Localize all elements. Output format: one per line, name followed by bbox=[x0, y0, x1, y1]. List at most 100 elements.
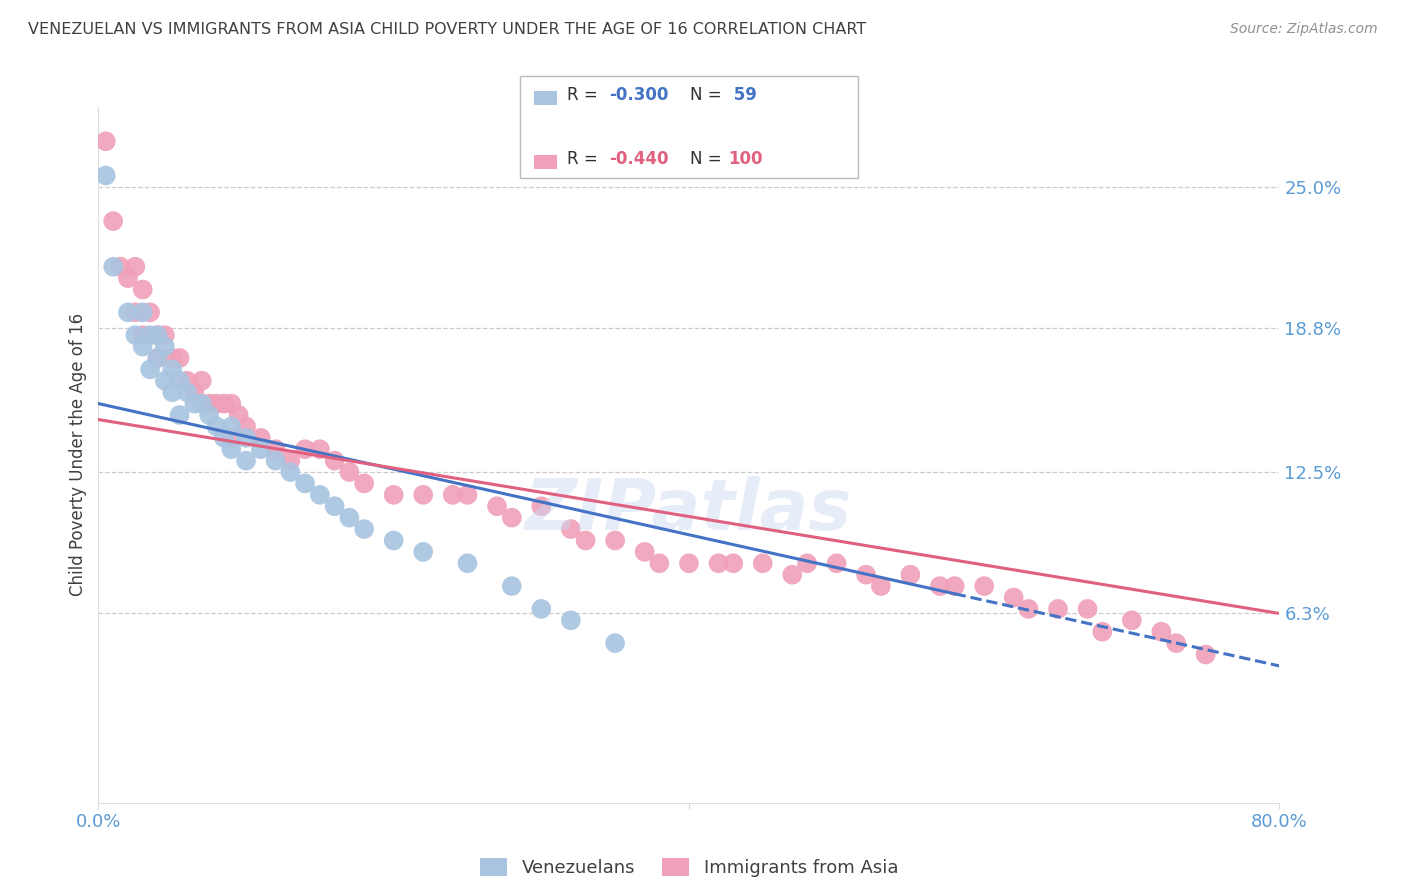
Point bbox=[132, 305, 155, 319]
Point bbox=[382, 488, 405, 502]
Point bbox=[219, 396, 242, 410]
Point bbox=[353, 522, 375, 536]
Text: -0.440: -0.440 bbox=[609, 150, 668, 168]
Text: VENEZUELAN VS IMMIGRANTS FROM ASIA CHILD POVERTY UNDER THE AGE OF 16 CORRELATION: VENEZUELAN VS IMMIGRANTS FROM ASIA CHILD… bbox=[28, 22, 866, 37]
Point bbox=[146, 351, 169, 365]
Point bbox=[574, 533, 596, 548]
Point bbox=[501, 579, 523, 593]
Legend: Venezuelans, Immigrants from Asia: Venezuelans, Immigrants from Asia bbox=[472, 850, 905, 884]
Point bbox=[678, 556, 700, 570]
Point bbox=[117, 305, 139, 319]
Point bbox=[1091, 624, 1114, 639]
Point bbox=[796, 556, 818, 570]
Point bbox=[900, 567, 922, 582]
Point bbox=[212, 431, 235, 445]
Point bbox=[869, 579, 891, 593]
Point bbox=[132, 283, 155, 297]
Point bbox=[605, 533, 627, 548]
Point bbox=[1195, 648, 1218, 662]
Point bbox=[1150, 624, 1173, 639]
Point bbox=[294, 476, 316, 491]
Text: N =: N = bbox=[690, 86, 727, 103]
Point bbox=[751, 556, 773, 570]
Point bbox=[124, 260, 146, 274]
Point bbox=[169, 408, 191, 422]
Point bbox=[309, 442, 332, 457]
Point bbox=[162, 351, 183, 365]
Point bbox=[323, 500, 346, 514]
Point bbox=[191, 396, 214, 410]
Point bbox=[1121, 613, 1143, 627]
Point bbox=[153, 328, 176, 343]
Point bbox=[235, 453, 257, 467]
Point bbox=[153, 340, 176, 354]
Point bbox=[1017, 602, 1039, 616]
Text: 59: 59 bbox=[728, 86, 758, 103]
Point bbox=[94, 169, 117, 183]
Point bbox=[235, 419, 257, 434]
Point bbox=[560, 613, 582, 627]
Point bbox=[264, 442, 287, 457]
Point bbox=[228, 408, 250, 422]
Point bbox=[441, 488, 464, 502]
Point bbox=[139, 328, 162, 343]
Point bbox=[103, 260, 125, 274]
Point bbox=[198, 396, 221, 410]
Point bbox=[146, 328, 169, 343]
Point bbox=[456, 556, 478, 570]
Point bbox=[648, 556, 671, 570]
Point bbox=[132, 340, 155, 354]
Point bbox=[530, 602, 553, 616]
Point bbox=[219, 431, 242, 445]
Point bbox=[1164, 636, 1187, 650]
Point bbox=[605, 636, 627, 650]
Point bbox=[212, 396, 235, 410]
Point bbox=[169, 351, 191, 365]
Point bbox=[1077, 602, 1099, 616]
Point bbox=[412, 488, 434, 502]
Point bbox=[176, 374, 198, 388]
Point bbox=[855, 567, 877, 582]
Point bbox=[110, 260, 132, 274]
Point bbox=[162, 362, 183, 376]
Point bbox=[124, 328, 146, 343]
Point bbox=[153, 374, 176, 388]
Point bbox=[633, 545, 655, 559]
Point bbox=[169, 374, 191, 388]
Point bbox=[219, 419, 242, 434]
Point bbox=[309, 488, 332, 502]
Point bbox=[139, 305, 162, 319]
Point bbox=[176, 385, 198, 400]
Point bbox=[139, 362, 162, 376]
Point bbox=[412, 545, 434, 559]
Text: 100: 100 bbox=[728, 150, 763, 168]
Point bbox=[250, 442, 273, 457]
Point bbox=[205, 396, 228, 410]
Text: R =: R = bbox=[567, 150, 603, 168]
Point bbox=[353, 476, 375, 491]
Point bbox=[183, 396, 205, 410]
Point bbox=[132, 328, 155, 343]
Point bbox=[928, 579, 950, 593]
Point bbox=[219, 442, 242, 457]
Point bbox=[250, 431, 273, 445]
Point bbox=[198, 408, 221, 422]
Point bbox=[337, 465, 360, 479]
Point bbox=[103, 214, 125, 228]
Point bbox=[501, 510, 523, 524]
Point bbox=[191, 374, 214, 388]
Point bbox=[278, 453, 302, 467]
Point bbox=[973, 579, 995, 593]
Point bbox=[825, 556, 848, 570]
Point bbox=[117, 271, 139, 285]
Point bbox=[382, 533, 405, 548]
Point bbox=[235, 431, 257, 445]
Point bbox=[1046, 602, 1069, 616]
Y-axis label: Child Poverty Under the Age of 16: Child Poverty Under the Age of 16 bbox=[69, 313, 87, 597]
Point bbox=[337, 510, 360, 524]
Text: ZIPatlas: ZIPatlas bbox=[526, 476, 852, 545]
Point bbox=[205, 419, 228, 434]
Point bbox=[94, 134, 117, 148]
Point bbox=[162, 385, 183, 400]
Point bbox=[264, 453, 287, 467]
